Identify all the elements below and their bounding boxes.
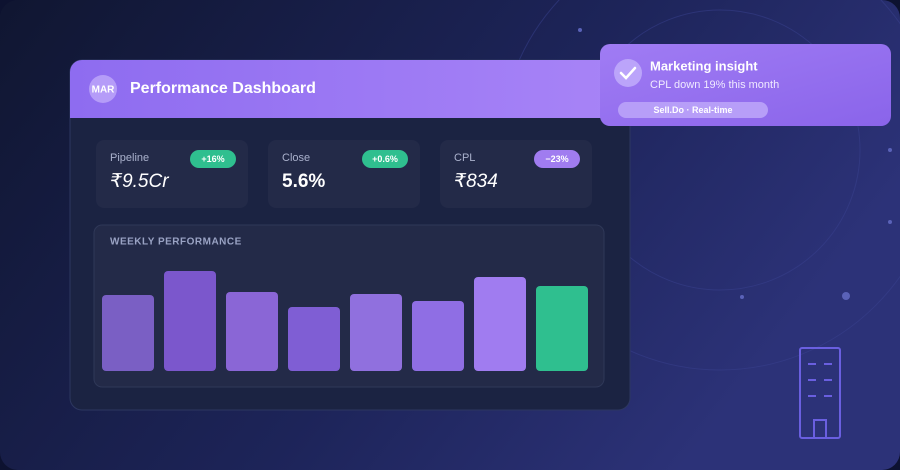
- kpi-badge: [362, 150, 408, 168]
- building-icon: [799, 347, 841, 439]
- dashboard-title: Performance Dashboard: [130, 80, 316, 97]
- kpi-label: CPL: [454, 152, 475, 164]
- kpi-value: ₹834: [454, 171, 498, 192]
- check-circle: [614, 59, 642, 87]
- decor-dots: [578, 28, 892, 300]
- kpi-badge: [190, 150, 236, 168]
- kpi-label: Pipeline: [110, 152, 149, 164]
- kpi-change: +0.6%: [372, 154, 398, 164]
- avatar: [89, 75, 117, 103]
- bar: [226, 292, 278, 371]
- avatar-label: MAR: [92, 85, 116, 96]
- bar: [288, 307, 340, 371]
- kpi-change: +16%: [201, 154, 224, 164]
- kpi-value: ₹9.5Cr: [110, 171, 169, 192]
- dashboard-card: MAR Performance Dashboard Pipeline +16% ₹9…: [69, 59, 631, 411]
- bar: [350, 294, 402, 371]
- bar: [164, 271, 216, 371]
- notification-message: CPL down 19% this month: [650, 79, 779, 91]
- kpi-badge: [534, 150, 580, 168]
- notification: Marketing insight CPL down 19% this mont…: [600, 44, 891, 126]
- kpi-label: Close: [282, 152, 310, 164]
- bar: [474, 277, 526, 371]
- kpi-value: 5.6%: [282, 171, 325, 192]
- tag-pill: [618, 102, 768, 118]
- kpi-row: Pipeline +16% ₹9.5Cr Close +0.6% 5.6% CPL −23% ₹…: [96, 140, 592, 208]
- bar: [102, 295, 154, 371]
- bar: [536, 286, 588, 371]
- bars: [102, 271, 588, 371]
- notification-title: Marketing insight: [650, 58, 758, 73]
- check-mark: [619, 66, 637, 80]
- chart-title: WEEKLY PERFORMANCE: [110, 237, 242, 248]
- bar: [412, 301, 464, 371]
- tag-label: Sell.Do · Real-time: [653, 105, 732, 115]
- card-header: [70, 60, 630, 118]
- kpi-change: −23%: [545, 154, 568, 164]
